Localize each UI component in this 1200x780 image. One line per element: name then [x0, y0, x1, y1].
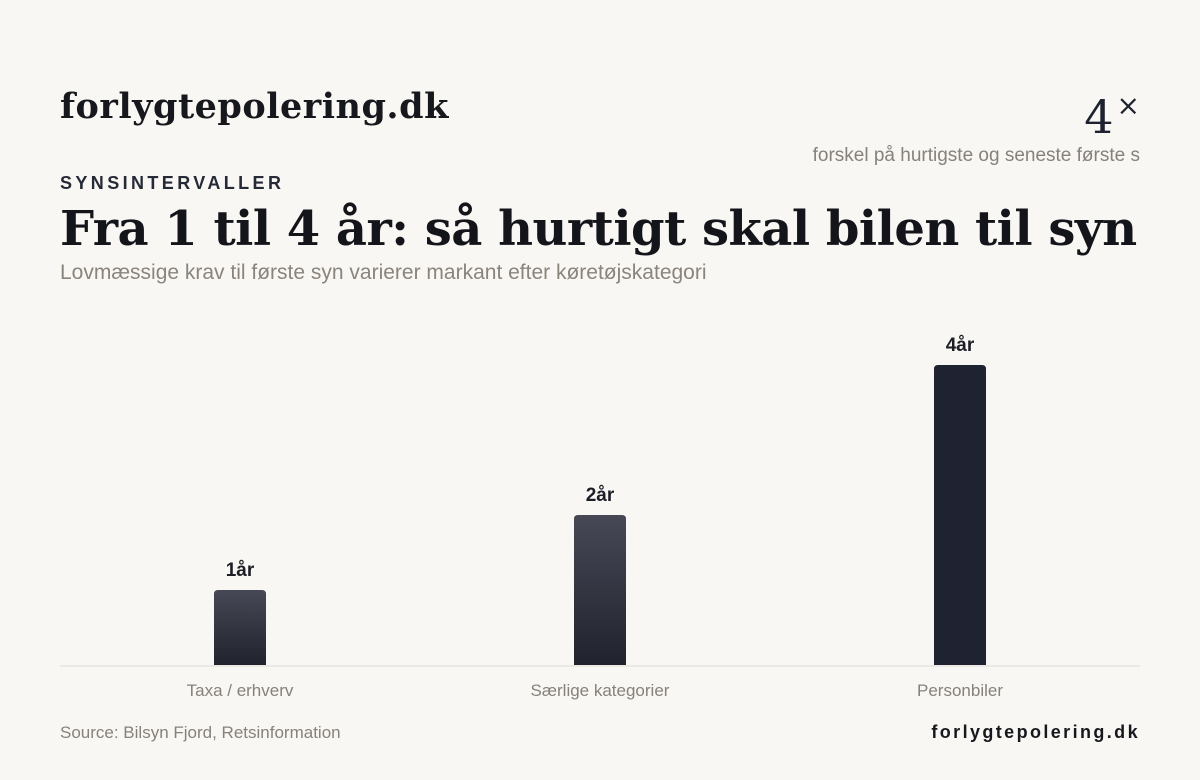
bar-value-label: 2år	[586, 485, 615, 506]
category-label: Personbiler	[917, 681, 1003, 700]
bar-1	[214, 590, 266, 665]
headline-stat: 4 × forskel på hurtigste og seneste først…	[720, 80, 1140, 167]
page-title: Fra 1 til 4 år: så hurtigt skal bilen ti…	[60, 201, 1137, 257]
stat-label: forskel på hurtigste og seneste første s	[812, 145, 1140, 166]
multiply-icon: ×	[1116, 89, 1140, 122]
stat-value: 4 ×	[720, 80, 1140, 143]
page-subtitle: Lovmæssige krav til første syn varierer …	[60, 261, 707, 284]
eyebrow-label: SYNSINTERVALLER	[60, 173, 285, 193]
bar-2	[574, 515, 626, 665]
stat-number: 4	[1084, 90, 1114, 144]
footer-brand: forlygtepolering.dk	[931, 722, 1140, 742]
category-label: Taxa / erhverv	[187, 681, 294, 700]
source-note: Source: Bilsyn Fjord, Retsinformation	[60, 723, 341, 742]
brand-logo: forlygtepolering.dk	[60, 86, 449, 127]
bar-value-label: 4år	[946, 335, 975, 356]
category-label: Særlige kategorier	[531, 681, 670, 700]
bar-3	[934, 365, 986, 665]
bar-value-label: 1år	[226, 560, 255, 581]
